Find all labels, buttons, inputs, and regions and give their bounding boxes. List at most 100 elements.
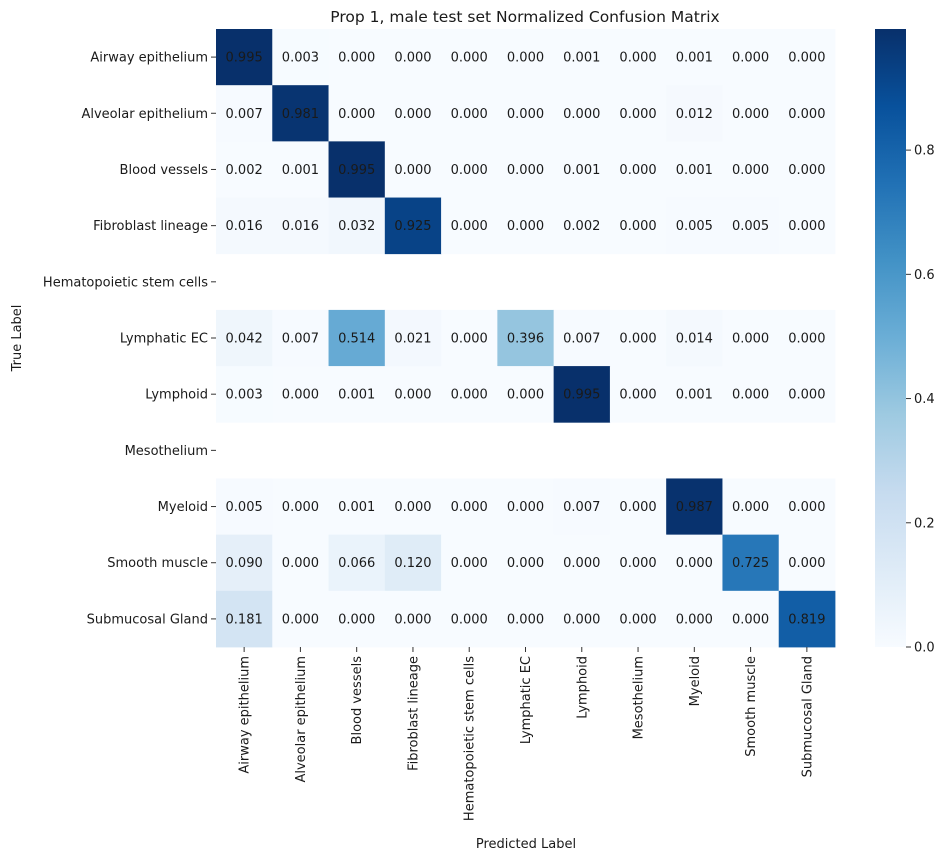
cell-value-label: 0.000 xyxy=(788,388,825,403)
heatmap-cell xyxy=(216,197,273,255)
x-tick-label: Mesothelium xyxy=(632,656,647,739)
cell-value-label: 0.000 xyxy=(732,107,769,122)
colorbar-tick-label: 0.2 xyxy=(914,516,935,531)
heatmap-cell xyxy=(384,309,442,367)
cell-value-label: 0.000 xyxy=(619,556,656,571)
cell-value-label: 0.995 xyxy=(563,388,600,403)
cell-value-label: 0.002 xyxy=(563,219,600,234)
cell-value-label: 0.000 xyxy=(507,163,544,178)
cell-value-label: 0.007 xyxy=(563,332,600,347)
cell-value-label: 0.000 xyxy=(732,500,769,515)
heatmap-cell xyxy=(441,366,498,423)
heatmap-cell xyxy=(272,29,329,86)
cell-value-label: 0.000 xyxy=(451,163,488,178)
heatmap-cell xyxy=(272,534,329,592)
heatmap-cell xyxy=(384,85,442,142)
cell-value-label: 0.995 xyxy=(338,163,375,178)
cell-value-label: 0.000 xyxy=(394,388,431,403)
heatmap-cell xyxy=(441,309,498,367)
cell-value-label: 0.005 xyxy=(732,219,769,234)
chart-title: Prop 1, male test set Normalized Confusi… xyxy=(330,8,719,26)
heatmap-cell xyxy=(553,366,611,423)
cell-value-label: 0.000 xyxy=(282,388,319,403)
heatmap-cell xyxy=(216,590,273,648)
cell-value-label: 0.000 xyxy=(676,612,713,627)
heatmap-cell xyxy=(553,141,611,198)
heatmap-cell xyxy=(553,197,611,255)
cell-value-label: 0.032 xyxy=(338,219,375,234)
heatmap-cell xyxy=(328,85,386,142)
heatmap-cells xyxy=(216,29,836,648)
cell-value-label: 0.016 xyxy=(226,219,263,234)
cell-value-label: 0.003 xyxy=(226,388,263,403)
x-tick-label: Alveolar epithelium xyxy=(294,656,309,783)
cell-value-label: 0.000 xyxy=(788,163,825,178)
heatmap-cell xyxy=(666,197,723,255)
heatmap-cell xyxy=(666,309,723,367)
cell-value-label: 0.000 xyxy=(282,556,319,571)
heatmap-cell xyxy=(497,141,555,198)
cell-value-label: 0.016 xyxy=(282,219,319,234)
heatmap-cell xyxy=(553,590,611,648)
x-tick-label: Myeloid xyxy=(688,656,703,706)
x-tick-label: Lymphoid xyxy=(575,656,590,719)
cell-value-label: 0.002 xyxy=(226,163,263,178)
heatmap-cell xyxy=(666,141,723,198)
y-tick-label: Lymphatic EC xyxy=(120,332,208,347)
heatmap-cell xyxy=(216,85,273,142)
cell-value-label: 0.000 xyxy=(563,556,600,571)
heatmap-cell xyxy=(609,534,667,592)
cell-value-label: 0.000 xyxy=(282,612,319,627)
cell-value-label: 0.000 xyxy=(451,332,488,347)
y-tick-label: Blood vessels xyxy=(120,163,209,178)
cell-value-label: 0.001 xyxy=(338,388,375,403)
cell-value-label: 0.995 xyxy=(226,51,263,66)
x-tick-label: Hematopoietic stem cells xyxy=(463,656,478,821)
heatmap-cell xyxy=(609,141,667,198)
heatmap-cell xyxy=(497,534,555,592)
heatmap-cell xyxy=(609,85,667,142)
y-axis-label: True Label xyxy=(10,305,25,373)
cell-value-label: 0.181 xyxy=(226,612,263,627)
heatmap-cell xyxy=(553,85,611,142)
cell-value-label: 0.000 xyxy=(507,556,544,571)
heatmap-cell xyxy=(384,197,442,255)
heatmap-cell xyxy=(328,590,386,648)
cell-value-label: 0.819 xyxy=(788,612,825,627)
cell-value-label: 0.001 xyxy=(563,51,600,66)
colorbar-tick-label: 0.8 xyxy=(914,144,935,159)
cell-value-label: 0.981 xyxy=(282,107,319,122)
cell-value-label: 0.000 xyxy=(788,556,825,571)
cell-value-label: 0.021 xyxy=(394,332,431,347)
colorbar-tick-label: 0.4 xyxy=(914,392,935,407)
heatmap-cell xyxy=(666,366,723,423)
heatmap-cell xyxy=(666,534,723,592)
cell-value-label: 0.000 xyxy=(732,388,769,403)
cell-value-label: 0.000 xyxy=(451,388,488,403)
cell-value-label: 0.396 xyxy=(507,332,544,347)
cell-value-label: 0.000 xyxy=(451,556,488,571)
heatmap-cell xyxy=(778,309,836,367)
cell-value-label: 0.000 xyxy=(563,612,600,627)
cell-value-label: 0.000 xyxy=(619,388,656,403)
cell-value-label: 0.000 xyxy=(788,332,825,347)
cell-value-label: 0.000 xyxy=(507,388,544,403)
cell-value-label: 0.000 xyxy=(394,51,431,66)
cell-value-label: 0.007 xyxy=(282,332,319,347)
heatmap-cell xyxy=(384,534,442,592)
cell-value-label: 0.000 xyxy=(394,163,431,178)
heatmap-cell xyxy=(722,85,780,142)
x-axis-label: Predicted Label xyxy=(476,837,576,852)
heatmap-cell xyxy=(441,85,498,142)
cell-value-label: 0.066 xyxy=(338,556,375,571)
heatmap-cell xyxy=(328,366,386,423)
cell-value-label: 0.000 xyxy=(451,219,488,234)
heatmap-cell xyxy=(328,309,386,367)
heatmap-cell xyxy=(328,29,386,86)
cell-value-label: 0.987 xyxy=(676,500,713,515)
cell-value-label: 0.001 xyxy=(676,51,713,66)
heatmap-cell xyxy=(441,197,498,255)
cell-value-label: 0.000 xyxy=(619,51,656,66)
cell-value-label: 0.000 xyxy=(338,107,375,122)
